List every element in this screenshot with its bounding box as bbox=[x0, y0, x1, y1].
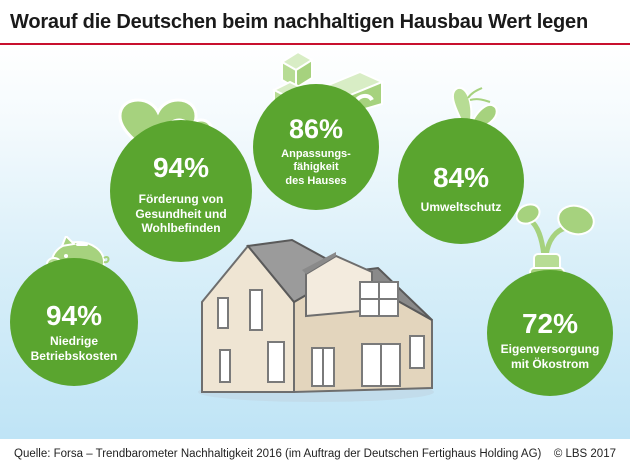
stat-label: Niedrige Betriebskosten bbox=[30, 334, 118, 363]
stat-circle-betriebskosten: 94% Niedrige Betriebskosten bbox=[10, 258, 138, 386]
stat-percent: 84% bbox=[432, 162, 490, 193]
stat-label: Umweltschutz bbox=[420, 200, 502, 214]
page-title: Worauf die Deutschen beim nachhaltigen H… bbox=[10, 11, 588, 33]
stat-percent: 86% bbox=[288, 114, 344, 144]
stat-circle-gesundheit: 94% Förderung von Gesundheit und Wohlbef… bbox=[110, 120, 252, 262]
stat-circle-oekostrom: 72% Eigenversorgung mit Ökostrom bbox=[487, 270, 613, 396]
stat-circle-anpassung: 86% Anpassungs- fähigkeit des Hauses bbox=[253, 84, 379, 210]
stat-percent: 72% bbox=[521, 308, 579, 339]
stat-percent: 94% bbox=[152, 152, 210, 183]
footer: Quelle: Forsa – Trendbarometer Nachhalti… bbox=[0, 439, 630, 474]
stat-label: Förderung von Gesundheit und Wohlbefinde… bbox=[135, 192, 227, 236]
source-note: Quelle: Forsa – Trendbarometer Nachhalti… bbox=[14, 448, 542, 460]
house-illustration bbox=[198, 238, 434, 402]
stat-percent: 94% bbox=[45, 300, 103, 331]
copyright-note: © LBS 2017 bbox=[553, 448, 616, 460]
stat-circle-umwelt: 84% Umweltschutz bbox=[398, 118, 524, 244]
stat-label: Eigenversorgung mit Ökostrom bbox=[500, 342, 600, 371]
stat-label: Anpassungs- fähigkeit des Hauses bbox=[281, 148, 351, 187]
header: Worauf die Deutschen beim nachhaltigen H… bbox=[0, 0, 630, 45]
header-divider bbox=[0, 43, 630, 45]
